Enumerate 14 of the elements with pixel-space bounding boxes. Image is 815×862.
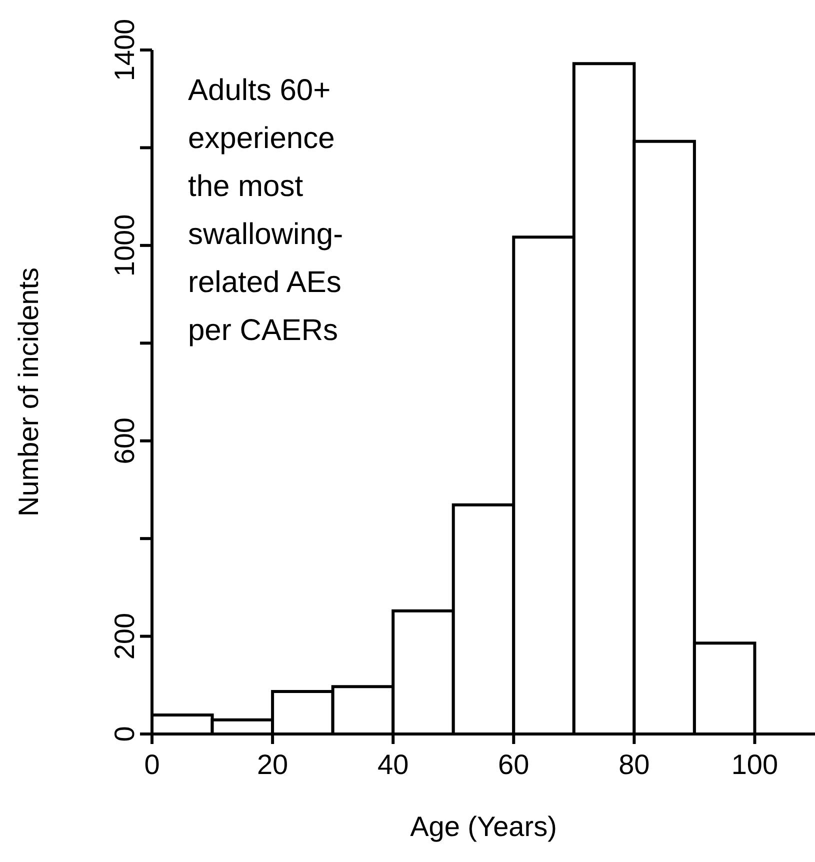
annotation: Adults 60+ experience the most swallowing- related AEs per CAERs	[188, 74, 344, 347]
y-tick-label: 600	[109, 418, 140, 464]
y-tick-label: 200	[109, 612, 140, 660]
x-axis-title: Age (Years)	[410, 811, 557, 842]
x-tick-label: 20	[256, 749, 288, 780]
y-tick-label: 0	[109, 726, 140, 742]
y-tick-label: 1400	[109, 18, 140, 82]
x-tick-label: 60	[498, 749, 530, 780]
x-tick-label: 0	[144, 749, 160, 780]
x-tick-label: 100	[731, 749, 778, 780]
y-tick-label: 1000	[109, 214, 140, 277]
x-tick-label: 80	[618, 749, 650, 780]
x-tick-label: 40	[378, 749, 409, 780]
y-axis-title: Number of incidents	[12, 267, 44, 517]
